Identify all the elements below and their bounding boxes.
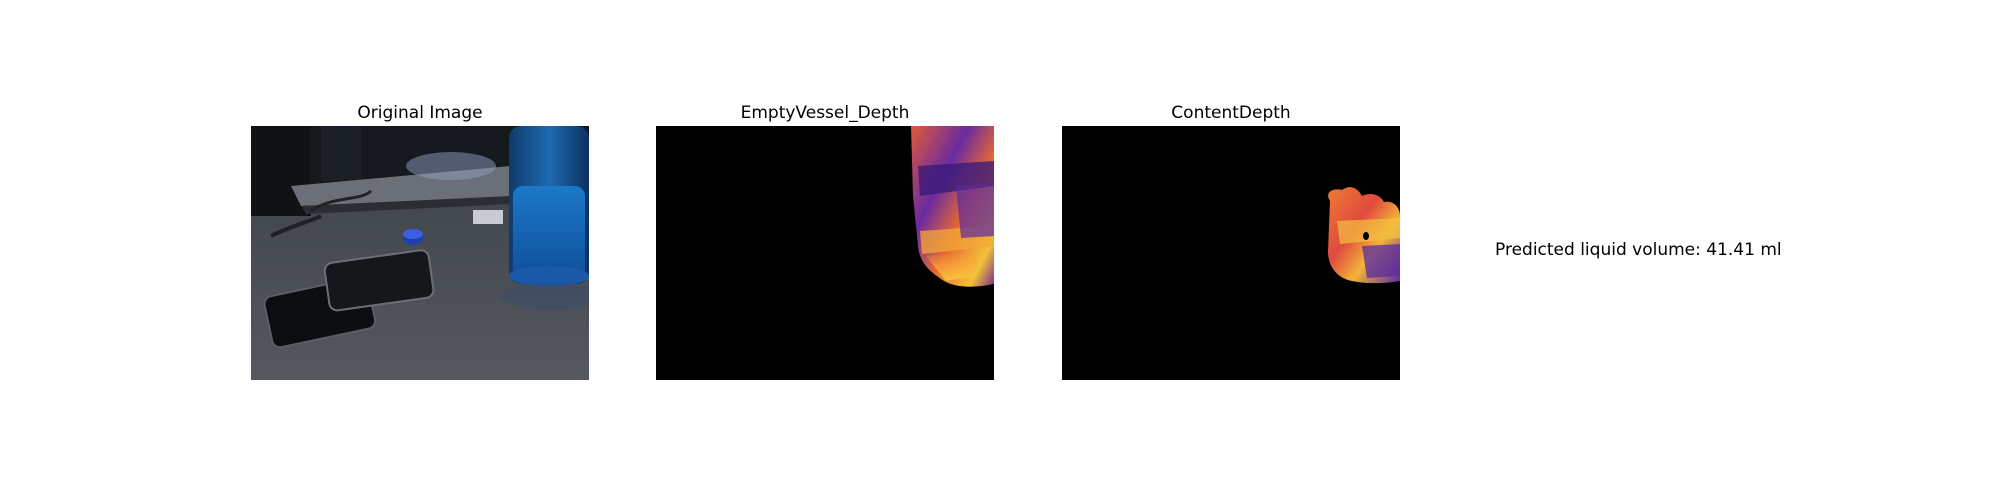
panel-empty-vessel-depth: EmptyVessel_Depth [656, 100, 994, 380]
panel-title: ContentDepth [1171, 103, 1291, 123]
original-image [251, 126, 589, 380]
predicted-volume-text: Predicted liquid volume: 41.41 ml [1495, 240, 1782, 260]
empty-vessel-depth-image [656, 126, 994, 380]
content-depth-image [1062, 126, 1400, 380]
panel-title: EmptyVessel_Depth [740, 103, 910, 123]
panel-title: Original Image [357, 103, 483, 123]
panel-content-depth: ContentDepth [1062, 100, 1400, 380]
panel-original-image: Original Image [251, 100, 589, 380]
